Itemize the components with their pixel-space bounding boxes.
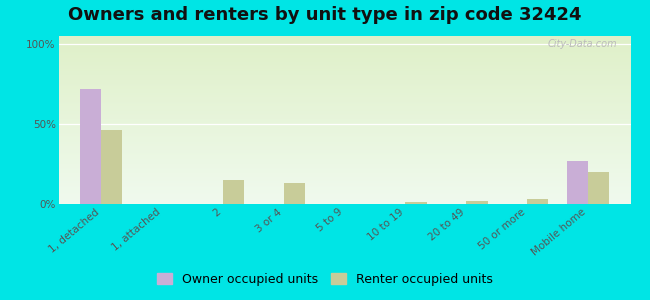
Bar xyxy=(223,180,244,204)
Bar xyxy=(406,202,426,204)
Bar xyxy=(80,89,101,204)
Legend: Owner occupied units, Renter occupied units: Owner occupied units, Renter occupied un… xyxy=(152,268,498,291)
Bar xyxy=(283,183,305,204)
Text: City-Data.com: City-Data.com xyxy=(548,39,617,49)
Bar xyxy=(101,130,122,204)
Bar xyxy=(567,161,588,204)
Text: Owners and renters by unit type in zip code 32424: Owners and renters by unit type in zip c… xyxy=(68,6,582,24)
Bar xyxy=(466,201,488,204)
Bar xyxy=(527,199,549,204)
Bar xyxy=(588,172,609,204)
